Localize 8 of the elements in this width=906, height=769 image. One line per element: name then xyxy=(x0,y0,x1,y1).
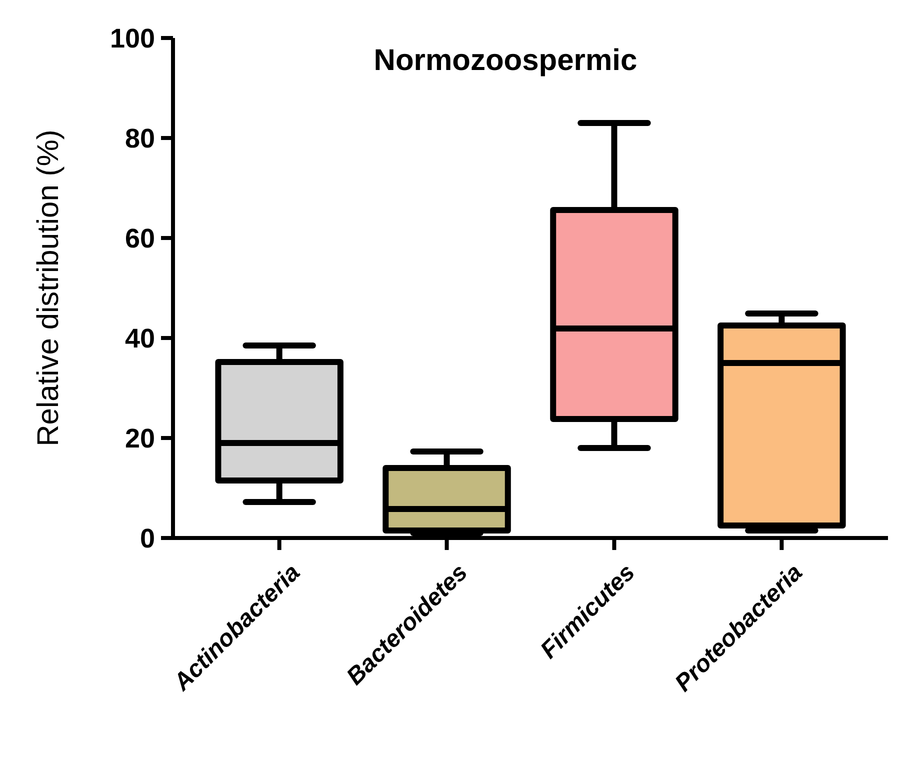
y-tick-label: 100 xyxy=(110,23,155,54)
y-tick-label: 40 xyxy=(124,323,155,354)
chart-title: Normozoospermic xyxy=(374,44,638,77)
y-axis-title: Relative distribution (%) xyxy=(32,130,65,446)
y-tick-label: 20 xyxy=(124,423,155,454)
y-tick-label: 0 xyxy=(140,523,155,554)
y-tick-label: 60 xyxy=(124,223,155,254)
y-tick-label: 80 xyxy=(124,123,155,154)
